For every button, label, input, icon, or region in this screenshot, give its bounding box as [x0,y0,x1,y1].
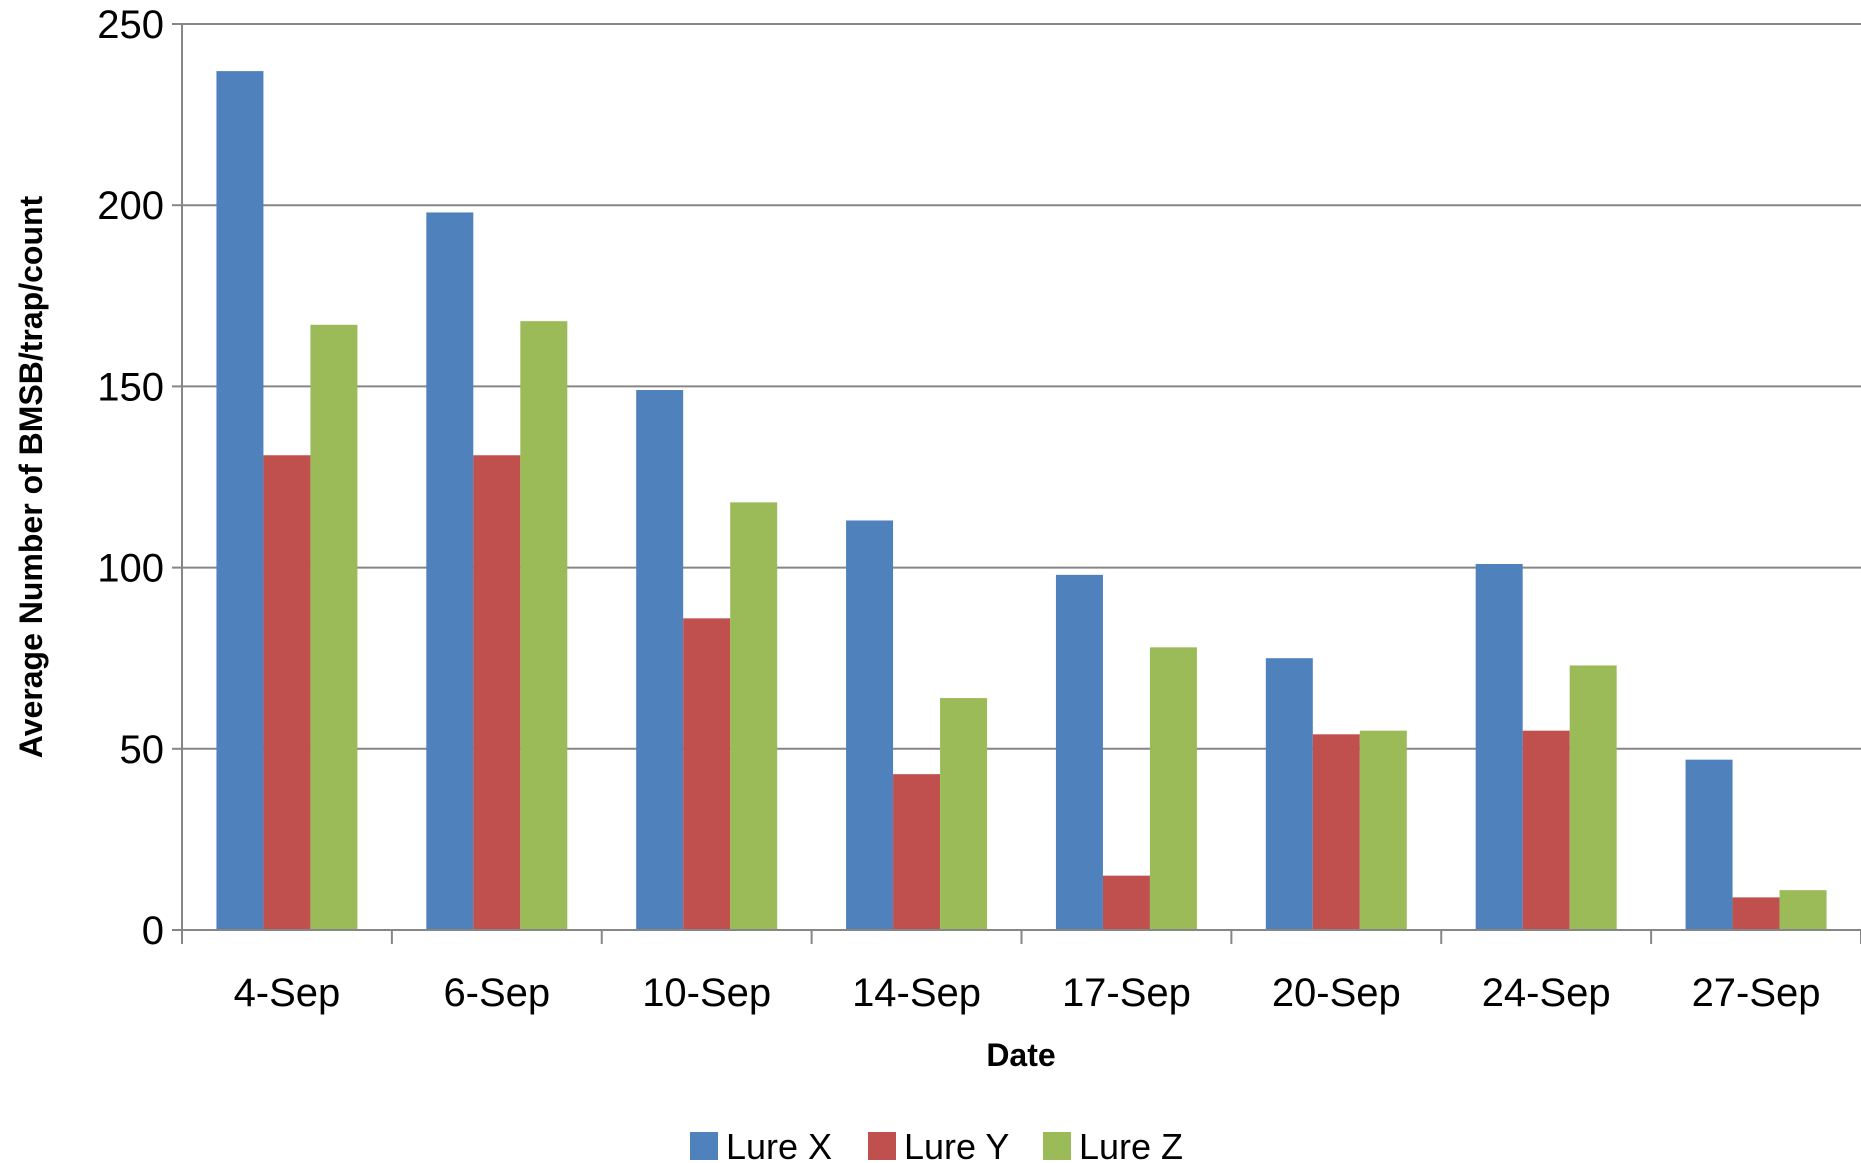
bar-lure-x-20-Sep [1265,658,1313,930]
bar-lure-x-6-Sep [426,212,474,930]
y-tick-label: 200 [97,184,164,228]
legend-label-lure-x: Lure X [726,1126,832,1163]
axes [172,23,1861,944]
x-tick-label: 24-Sep [1482,971,1611,1015]
bar-lure-z-14-Sep [940,698,988,930]
bar-lure-y-4-Sep [263,455,311,930]
y-tick-label: 0 [142,909,164,953]
bars [216,71,1827,931]
bar-lure-z-20-Sep [1359,730,1407,930]
bar-lure-z-24-Sep [1569,665,1617,930]
bar-lure-x-24-Sep [1475,563,1523,930]
x-tick-label: 6-Sep [443,971,550,1015]
legend-swatch-lure-x [690,1132,718,1160]
bar-lure-y-6-Sep [473,455,521,930]
legend-label-lure-z: Lure Z [1079,1126,1183,1163]
bar-lure-x-4-Sep [216,71,264,930]
bar-lure-x-27-Sep [1685,759,1733,930]
y-axis-title: Average Number of BMSB/trap/count [13,195,49,758]
x-tick-label: 17-Sep [1062,971,1191,1015]
bar-lure-y-10-Sep [683,618,731,930]
legend: Lure X Lure Y Lure Z [690,1126,1183,1163]
bar-lure-z-27-Sep [1779,890,1827,930]
bar-lure-y-17-Sep [1102,875,1150,930]
x-tick-label: 27-Sep [1692,971,1821,1015]
y-tick-label: 250 [97,3,164,47]
y-tick-label: 100 [97,547,164,591]
bar-lure-x-14-Sep [846,520,894,930]
legend-label-lure-y: Lure Y [904,1126,1009,1163]
x-tick-label: 10-Sep [642,971,771,1015]
x-tick-labels: 4-Sep 6-Sep 10-Sep 14-Sep 17-Sep 20-Sep 24-Sep… [234,971,1821,1015]
bar-lure-z-17-Sep [1149,647,1197,930]
x-tick-label: 14-Sep [852,971,981,1015]
legend-swatch-lure-y [868,1132,896,1160]
y-tick-label: 50 [120,728,165,772]
x-tick-label: 20-Sep [1272,971,1401,1015]
y-tick-labels: 0 50 100 150 200 250 [97,3,164,953]
bar-lure-z-10-Sep [730,502,778,930]
bar-lure-x-10-Sep [636,390,684,930]
bar-lure-z-4-Sep [310,324,358,930]
y-tick-label: 150 [97,365,164,409]
x-tick-label: 4-Sep [234,971,341,1015]
legend-swatch-lure-z [1043,1132,1071,1160]
bar-lure-y-14-Sep [893,774,941,930]
bar-lure-y-27-Sep [1732,897,1780,930]
bar-lure-z-6-Sep [520,321,568,931]
x-axis-title: Date [986,1037,1055,1073]
bar-lure-y-20-Sep [1312,734,1360,930]
bar-lure-x-17-Sep [1055,574,1103,930]
bar-lure-y-24-Sep [1522,730,1570,930]
